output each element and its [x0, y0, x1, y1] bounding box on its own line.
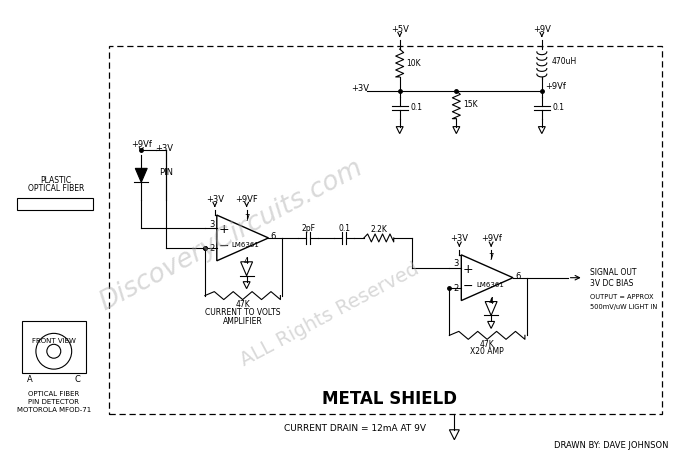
Text: 47K: 47K	[480, 340, 495, 349]
Text: C: C	[74, 375, 81, 384]
Text: 47K: 47K	[235, 300, 250, 309]
Text: +9V: +9V	[533, 25, 551, 34]
Text: 4: 4	[489, 297, 493, 306]
Text: 2.2K: 2.2K	[370, 225, 387, 234]
Text: 2: 2	[454, 284, 459, 293]
Text: 15K: 15K	[464, 100, 478, 109]
Text: +9Vf: +9Vf	[545, 82, 566, 91]
Text: OPTICAL FIBER: OPTICAL FIBER	[28, 184, 84, 193]
Text: OPTICAL FIBER: OPTICAL FIBER	[28, 391, 79, 397]
Text: 6: 6	[515, 272, 521, 281]
Text: +5V: +5V	[390, 25, 409, 34]
Text: +3V: +3V	[206, 195, 224, 204]
Text: CURRENT DRAIN = 12mA AT 9V: CURRENT DRAIN = 12mA AT 9V	[284, 424, 426, 433]
Text: DRAWN BY: DAVE JOHNSON: DRAWN BY: DAVE JOHNSON	[553, 441, 668, 450]
Text: LM6361: LM6361	[232, 242, 260, 248]
Text: DiscoveryCircuits.com: DiscoveryCircuits.com	[95, 154, 367, 316]
Text: +3V: +3V	[450, 234, 468, 244]
Text: A: A	[27, 375, 33, 384]
Text: 2pF: 2pF	[301, 224, 315, 234]
Text: 6: 6	[271, 233, 276, 241]
Text: 4: 4	[244, 257, 249, 266]
Text: +9Vf: +9Vf	[481, 234, 502, 244]
Text: 3: 3	[209, 219, 214, 229]
Text: +9VF: +9VF	[235, 195, 258, 204]
Text: +: +	[463, 263, 473, 276]
Text: 10K: 10K	[406, 59, 421, 67]
Text: PLASTIC: PLASTIC	[40, 176, 72, 185]
Text: +3V: +3V	[351, 84, 369, 93]
Bar	[109, 46, 662, 414]
Text: AMPLIFIER: AMPLIFIER	[223, 317, 262, 326]
Text: 0.1: 0.1	[411, 103, 422, 112]
Text: +: +	[219, 224, 229, 236]
Text: FRONT VIEW: FRONT VIEW	[32, 338, 76, 344]
Text: SIGNAL OUT: SIGNAL OUT	[590, 268, 636, 277]
Text: 3V DC BIAS: 3V DC BIAS	[590, 279, 633, 288]
Text: 470uH: 470uH	[552, 56, 577, 65]
Text: +3V: +3V	[155, 144, 173, 153]
Text: 3: 3	[454, 259, 459, 268]
Text: PIN: PIN	[159, 168, 173, 177]
Text: PIN DETECTOR: PIN DETECTOR	[29, 399, 79, 405]
Text: 500mV/uW LIGHT IN: 500mV/uW LIGHT IN	[590, 304, 657, 310]
Bar	[17, 198, 93, 210]
Text: −: −	[463, 280, 473, 293]
Text: OUTPUT = APPROX: OUTPUT = APPROX	[590, 294, 653, 300]
Text: LM6361: LM6361	[476, 282, 504, 288]
Text: MOTOROLA MFOD-71: MOTOROLA MFOD-71	[17, 407, 91, 413]
Text: 0.1: 0.1	[553, 103, 564, 112]
Polygon shape	[135, 169, 148, 182]
Text: 7: 7	[244, 213, 249, 223]
Text: ALL Rights Reserved: ALL Rights Reserved	[237, 259, 422, 370]
Bar	[22, 322, 86, 373]
Text: +9Vf: +9Vf	[131, 140, 152, 149]
Text: −: −	[219, 240, 229, 253]
Text: CURRENT TO VOLTS: CURRENT TO VOLTS	[205, 308, 280, 317]
Text: 2: 2	[209, 245, 214, 253]
Text: X20 AMP: X20 AMP	[470, 347, 504, 356]
Text: 0.1: 0.1	[338, 224, 350, 234]
Text: METAL SHIELD: METAL SHIELD	[322, 390, 457, 408]
Text: 7: 7	[489, 253, 494, 262]
